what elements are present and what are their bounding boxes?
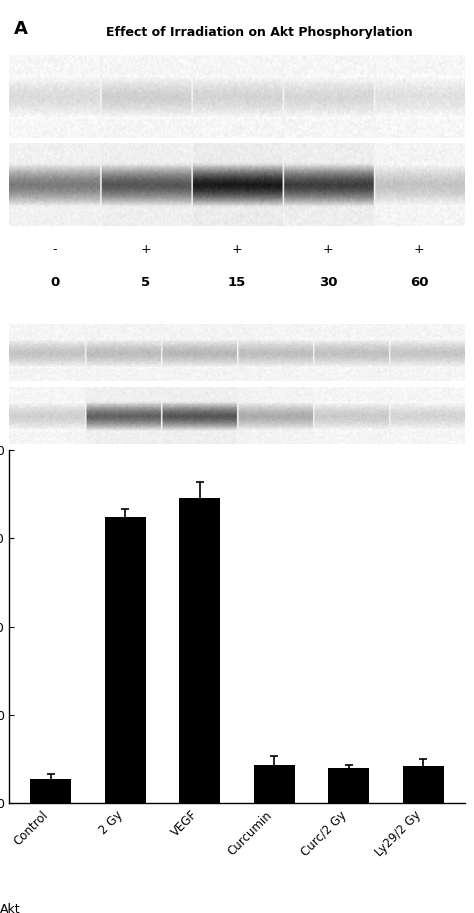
Bar [403,766,444,803]
Text: 0: 0 [50,277,60,289]
Bar [254,764,295,803]
Bar [105,517,146,803]
Bar [328,768,369,803]
Bar [30,779,71,803]
Text: +: + [323,243,333,256]
Text: Effect of Irradiation on Akt Phosphorylation: Effect of Irradiation on Akt Phosphoryla… [106,26,413,39]
Bar [179,498,220,803]
Text: A: A [14,20,28,37]
Text: -: - [53,243,57,256]
Text: +: + [232,243,242,256]
Text: 30: 30 [319,277,337,289]
Text: 5: 5 [141,277,151,289]
Text: 60: 60 [410,277,428,289]
Text: 15: 15 [228,277,246,289]
Text: +: + [141,243,151,256]
Text: Akt: Akt [0,903,21,913]
Text: +: + [414,243,424,256]
